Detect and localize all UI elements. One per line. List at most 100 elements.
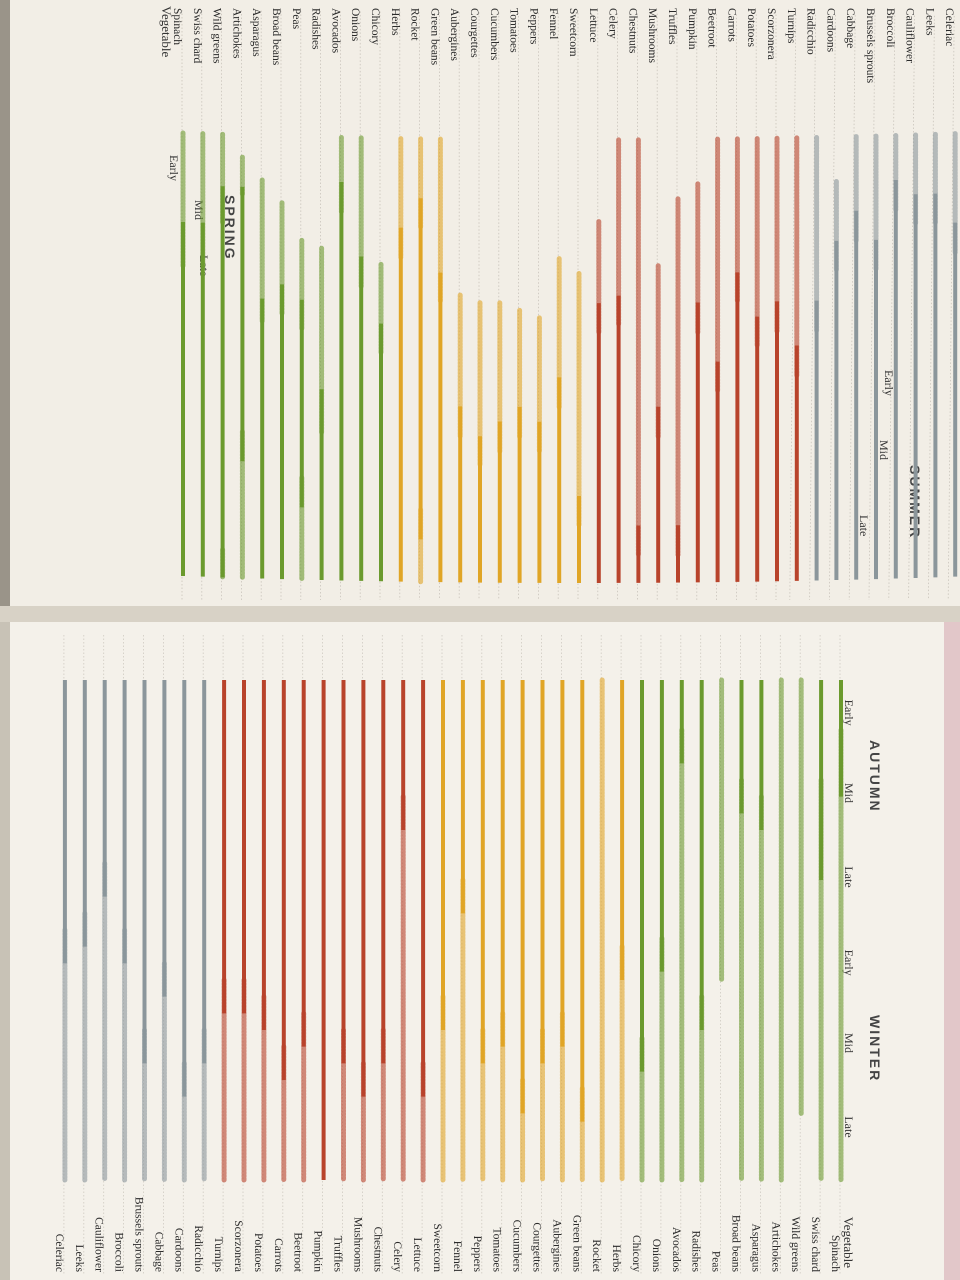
- table-edge: [944, 622, 960, 1280]
- header-label-top: Vegetable: [159, 6, 174, 57]
- vegetable-label: Artichokes: [230, 8, 242, 59]
- vegetable-label: Peppers: [471, 1236, 483, 1273]
- vegetable-label: Lettuce: [587, 8, 599, 42]
- vegetable-label: Turnips: [785, 8, 797, 44]
- vegetable-label: Cardoons: [824, 8, 836, 53]
- vegetable-label: Rocket: [590, 1239, 602, 1272]
- vegetable-label: Cardoons: [172, 1228, 184, 1273]
- vegetable-label: Spinach: [829, 1235, 841, 1272]
- vegetable-label: Herbs: [610, 1245, 622, 1273]
- vegetable-label: Asparagus: [250, 8, 262, 57]
- period-label: Early: [167, 155, 181, 181]
- vegetable-label: Asparagus: [749, 1223, 761, 1272]
- vegetable-label: Peas: [290, 8, 302, 30]
- vegetable-label: Pumpkin: [686, 8, 698, 50]
- vegetable-label: Chicory: [369, 8, 381, 45]
- cover-edge: [0, 0, 10, 606]
- book-gutter: [0, 606, 960, 622]
- vegetable-label: Celeriac: [943, 8, 955, 46]
- vegetable-label: Broad beans: [730, 1215, 742, 1273]
- page-spring-summer: VegetableSPRINGSUMMEREarlyMidLateEarlyMi…: [0, 0, 960, 606]
- vegetable-label: Radishes: [690, 1230, 702, 1272]
- row-guide: [848, 15, 856, 601]
- vegetable-label: Celery: [607, 8, 619, 39]
- period-label: Late: [842, 866, 856, 887]
- vegetable-label: Leeks: [73, 1245, 85, 1273]
- vegetable-label: Broccoli: [884, 8, 896, 48]
- vegetable-label: Broad beans: [270, 8, 282, 66]
- vegetable-label: Green beans: [570, 1215, 582, 1273]
- vegetable-label: Carrots: [272, 1238, 284, 1272]
- vegetable-label: Chestnuts: [371, 1227, 383, 1273]
- vegetable-label: Rocket: [409, 8, 421, 41]
- page-autumn-winter: Vegetable AUTUMN WINTER Early Mid Late Early Mi…: [0, 622, 960, 1280]
- vegetable-label: Artichokes: [769, 1222, 781, 1273]
- vegetable-label: Radishes: [310, 8, 322, 50]
- vegetable-label: Sweetcorn: [567, 8, 579, 57]
- vegetable-label: Peppers: [527, 8, 539, 45]
- vegetable-label: Chestnuts: [626, 8, 638, 54]
- row-guide: [947, 15, 955, 601]
- vegetable-label: Cabbage: [844, 8, 856, 48]
- vegetable-label: Truffles: [666, 8, 678, 45]
- period-label: Early: [842, 950, 856, 976]
- period-label: Early: [842, 700, 856, 726]
- vegetable-label: Avocados: [670, 1227, 682, 1273]
- vegetable-label: Courgettes: [531, 1222, 543, 1272]
- vegetable-label: Beetroot: [706, 8, 718, 48]
- vegetable-label: Truffles: [332, 1236, 344, 1273]
- period-label: Late: [857, 515, 871, 536]
- period-label: Mid: [842, 1033, 856, 1053]
- vegetable-label: Chicory: [630, 1235, 642, 1272]
- season-title: AUTUMN: [867, 740, 883, 813]
- vegetable-label: Mushrooms: [351, 1217, 363, 1272]
- vegetable-label: Potatoes: [745, 8, 757, 47]
- row-guide: [789, 14, 797, 601]
- vegetable-label: Turnips: [212, 1237, 224, 1273]
- vegetable-label: Green beans: [428, 8, 440, 66]
- vegetable-label: Swiss chard: [191, 8, 203, 64]
- vegetable-label: Scorzonera: [232, 1220, 244, 1272]
- period-label: Late: [842, 1116, 856, 1137]
- row-guide: [908, 15, 915, 601]
- vegetable-label: Cabbage: [152, 1232, 164, 1272]
- vegetable-label: Onions: [650, 1239, 662, 1273]
- vegetable-label: Celeriac: [53, 1234, 65, 1272]
- vegetable-label: Wild greens: [211, 8, 223, 64]
- vegetable-label: Cucumbers: [488, 8, 500, 61]
- vegetable-label: Herbs: [389, 8, 401, 36]
- vegetable-label: Potatoes: [252, 1233, 264, 1272]
- cover-edge: [0, 622, 10, 1280]
- vegetable-label: Sweetcorn: [431, 1223, 443, 1272]
- vegetable-label: Leeks: [923, 8, 935, 36]
- vegetable-label: Aubergines: [448, 8, 460, 61]
- vegetable-label: Aubergines: [550, 1219, 562, 1272]
- vegetable-label: Lettuce: [411, 1238, 423, 1272]
- vegetable-label: Radicchio: [192, 1225, 204, 1272]
- vegetable-label: Scorzonera: [765, 8, 777, 60]
- vegetable-label: Courgettes: [468, 8, 480, 58]
- season-title: SPRING: [222, 195, 238, 261]
- vegetable-label: Cucumbers: [511, 1220, 523, 1273]
- header-label-bottom: Vegetable: [841, 1217, 856, 1268]
- row-guide: [928, 15, 935, 601]
- period-label: Early: [882, 370, 896, 396]
- row-guide: [829, 14, 836, 601]
- vegetable-label: Fennel: [451, 1241, 463, 1272]
- season-title: WINTER: [867, 1015, 883, 1082]
- period-label: Mid: [877, 440, 891, 460]
- vegetable-label: Cauliflower: [904, 8, 916, 63]
- period-label: Mid: [842, 783, 856, 803]
- row-guide: [888, 15, 896, 601]
- vegetable-label: Onions: [349, 8, 361, 42]
- vegetable-label: Beetroot: [292, 1232, 304, 1272]
- vegetable-label: Tomatoes: [491, 1227, 503, 1272]
- vegetable-label: Brussels sprouts: [133, 1197, 145, 1273]
- vegetable-label: Tomatoes: [508, 8, 520, 53]
- vegetable-label: Mushrooms: [646, 8, 658, 63]
- vegetable-label: Pumpkin: [312, 1230, 324, 1272]
- vegetable-label: Broccoli: [113, 1232, 125, 1272]
- vegetable-label: Cauliflower: [93, 1217, 105, 1272]
